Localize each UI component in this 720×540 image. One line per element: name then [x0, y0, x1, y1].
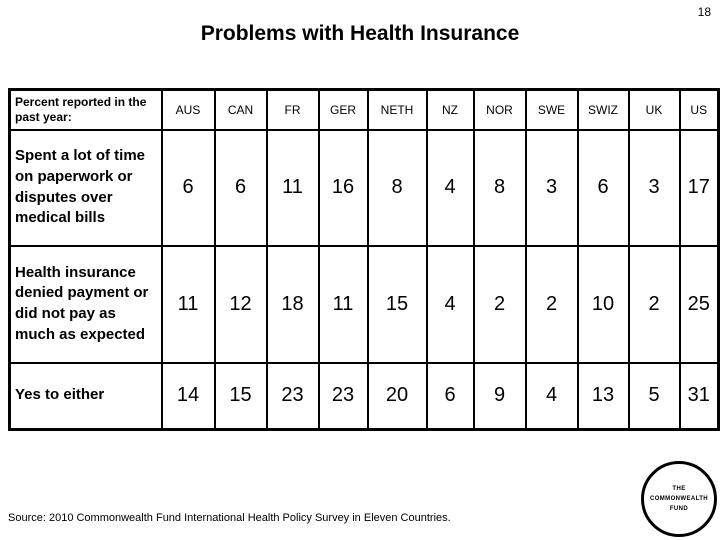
data-cell: 11	[317, 244, 369, 364]
data-cell: 18	[265, 244, 320, 364]
logo-text-line: COMMONWEALTH	[649, 495, 708, 502]
logo-text-line: FUND	[669, 506, 689, 513]
data-cell: 4	[425, 128, 475, 247]
data-cell: 6	[160, 128, 216, 247]
column-header-fr: FR	[265, 88, 320, 131]
data-cell: 6	[576, 128, 630, 247]
data-cell: 11	[160, 244, 216, 364]
table-row: Health insurance denied payment or did n…	[8, 244, 720, 364]
logo-text-line: THE	[672, 485, 686, 492]
data-cell: 9	[472, 361, 527, 431]
data-cell: 3	[627, 128, 681, 247]
column-header-swiz: SWIZ	[576, 88, 630, 131]
row-label: Health insurance denied payment or did n…	[8, 244, 163, 364]
data-cell: 17	[678, 128, 720, 247]
page-number: 18	[697, 5, 711, 19]
data-cell: 10	[576, 244, 630, 364]
column-header-neth: NETH	[366, 88, 428, 131]
data-cell: 5	[627, 361, 681, 431]
table-header-row: Percent reported in the past year: AUS C…	[8, 88, 720, 131]
slide-title: Problems with Health Insurance	[200, 22, 520, 45]
source-citation: Source: 2010 Commonwealth Fund Internati…	[8, 512, 451, 524]
data-cell: 15	[213, 361, 268, 431]
row-label: Yes to either	[8, 361, 163, 431]
column-header-swe: SWE	[524, 88, 579, 131]
data-cell: 4	[524, 361, 579, 431]
data-cell: 20	[366, 361, 428, 431]
table-corner-header: Percent reported in the past year:	[8, 88, 163, 131]
data-cell: 6	[425, 361, 475, 431]
column-header-nz: NZ	[425, 88, 475, 131]
commonwealth-fund-logo: THE COMMONWEALTH FUND	[641, 461, 717, 537]
row-label: Spent a lot of time on paperwork or disp…	[8, 128, 163, 247]
data-cell: 2	[524, 244, 579, 364]
data-cell: 15	[366, 244, 428, 364]
data-cell: 16	[317, 128, 369, 247]
data-cell: 23	[317, 361, 369, 431]
data-cell: 12	[213, 244, 268, 364]
health-insurance-problems-table: Percent reported in the past year: AUS C…	[8, 88, 720, 431]
table-row: Spent a lot of time on paperwork or disp…	[8, 128, 720, 247]
column-header-nor: NOR	[472, 88, 527, 131]
data-cell: 25	[678, 244, 720, 364]
data-cell: 14	[160, 361, 216, 431]
data-cell: 2	[472, 244, 527, 364]
data-cell: 13	[576, 361, 630, 431]
table-row: Yes to either 14 15 23 23 20 6 9 4 13 5 …	[8, 361, 720, 431]
data-cell: 2	[627, 244, 681, 364]
data-cell: 31	[678, 361, 720, 431]
column-header-aus: AUS	[160, 88, 216, 131]
column-header-ger: GER	[317, 88, 369, 131]
data-cell: 6	[213, 128, 268, 247]
column-header-us: US	[678, 88, 720, 131]
data-cell: 23	[265, 361, 320, 431]
data-cell: 8	[472, 128, 527, 247]
data-cell: 4	[425, 244, 475, 364]
data-cell: 11	[265, 128, 320, 247]
column-header-uk: UK	[627, 88, 681, 131]
data-cell: 3	[524, 128, 579, 247]
column-header-can: CAN	[213, 88, 268, 131]
data-cell: 8	[366, 128, 428, 247]
